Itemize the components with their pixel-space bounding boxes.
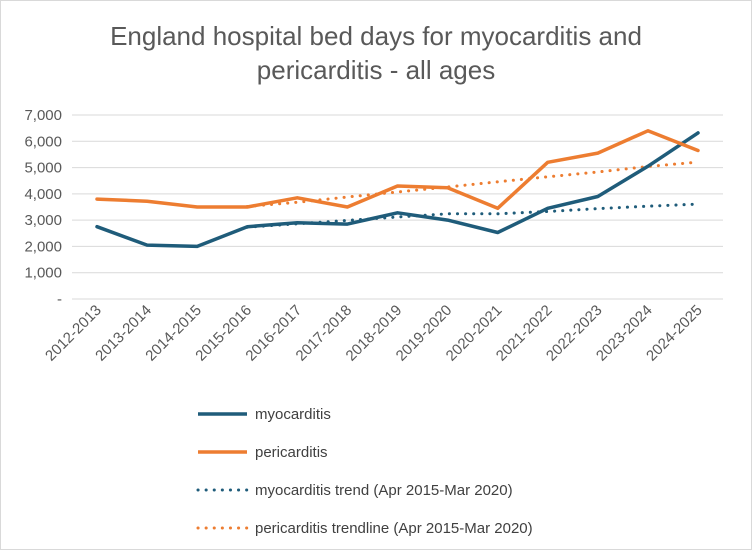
series-line-pericarditis xyxy=(95,129,700,211)
legend-label-myocarditis-trend-apr-2015-mar-2020: myocarditis trend (Apr 2015-Mar 2020) xyxy=(255,482,513,499)
y-tick-label: - xyxy=(57,291,62,308)
series-line-myocarditis-trend-apr-2015-mar-2020 xyxy=(245,202,700,229)
chart-title-line-2: pericarditis - all ages xyxy=(257,55,495,85)
y-tick-label: 2,000 xyxy=(24,238,62,255)
series-line-pericarditis-trendline-apr-2015-mar-2020 xyxy=(245,160,700,208)
y-tick-label: 6,000 xyxy=(24,133,62,150)
legend-label-myocarditis: myocarditis xyxy=(255,406,331,423)
y-tick-label: 3,000 xyxy=(24,212,62,229)
y-tick-label: 1,000 xyxy=(24,265,62,282)
y-tick-label: 4,000 xyxy=(24,186,62,203)
series-line-myocarditis xyxy=(95,131,700,249)
y-tick-label: 7,000 xyxy=(24,107,62,124)
legend-label-pericarditis-trendline-apr-2015-mar-2020: pericarditis trendline (Apr 2015-Mar 202… xyxy=(255,520,533,537)
legend-label-pericarditis: pericarditis xyxy=(255,444,328,461)
chart-title-line-1: England hospital bed days for myocarditi… xyxy=(110,21,642,51)
y-tick-label: 5,000 xyxy=(24,160,62,177)
